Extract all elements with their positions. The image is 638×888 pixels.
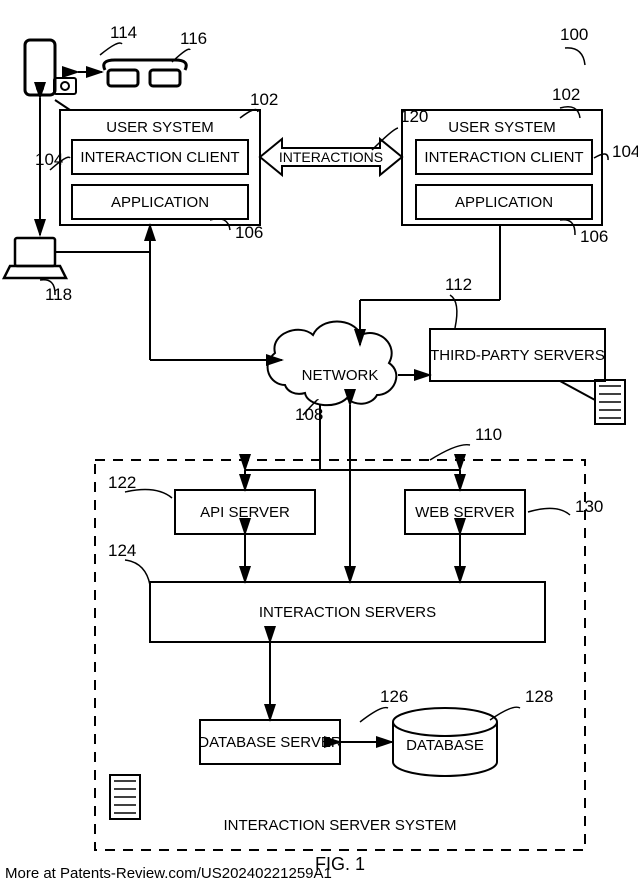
ref-104a: 104 [35, 150, 63, 169]
ref-128: 128 [525, 687, 553, 706]
db-top [393, 708, 497, 736]
label-application_left: APPLICATION [111, 194, 209, 211]
laptop-base [4, 266, 66, 278]
lead-124 [125, 560, 150, 585]
ref-122: 122 [108, 473, 136, 492]
glasses-lens-l [108, 70, 138, 86]
ref-106b: 106 [580, 227, 608, 246]
label-third_party: THIRD-PARTY SERVERS [430, 347, 605, 364]
ref-102b: 102 [552, 85, 580, 104]
ref-118: 118 [45, 285, 72, 304]
label-user_system_left: USER SYSTEM [106, 119, 214, 136]
lead-106b [560, 220, 575, 235]
laptop-screen [15, 238, 55, 266]
ref-116: 116 [180, 29, 207, 48]
label-api_server: API SERVER [200, 504, 290, 521]
label-application_right: APPLICATION [455, 194, 553, 211]
ref-112: 112 [445, 275, 472, 294]
link-camera-usersys [55, 100, 70, 110]
ref-110: 110 [475, 425, 502, 444]
label-database_server: DATABASE SERVER [198, 734, 342, 751]
footer-text: More at Patents-Review.com/US20240221259… [5, 865, 332, 882]
ref-126: 126 [380, 687, 408, 706]
label-web_server: WEB SERVER [415, 504, 515, 521]
label-user_system_right: USER SYSTEM [448, 119, 556, 136]
link-3p-server [560, 381, 595, 400]
ref-114: 114 [110, 23, 137, 42]
ref-102a: 102 [250, 90, 278, 109]
fig-label: FIG. 1 [315, 854, 365, 874]
smartphone-button [37, 85, 43, 91]
label-database: DATABASE [406, 737, 484, 754]
network-cloud [268, 322, 397, 406]
lead-110 [430, 445, 470, 460]
label-network: NETWORK [302, 367, 379, 384]
lead-114 [100, 43, 122, 55]
label-interaction_client_left: INTERACTION CLIENT [80, 149, 239, 166]
glasses-lens-r [150, 70, 180, 86]
camera-lens [61, 82, 69, 90]
lead-102b [560, 107, 580, 118]
lead-126 [360, 708, 388, 722]
ref-104b: 104 [612, 142, 638, 161]
label-server_system: INTERACTION SERVER SYSTEM [223, 817, 456, 834]
label-interaction_client_right: INTERACTION CLIENT [424, 149, 583, 166]
lead-130 [528, 508, 570, 515]
ref-130: 130 [575, 497, 603, 516]
ref-100: 100 [560, 25, 588, 44]
label-interactions: INTERACTIONS [279, 149, 383, 165]
ref-120: 120 [400, 107, 428, 126]
ref-106a: 106 [235, 223, 263, 242]
ref-124: 124 [108, 541, 136, 560]
camera-icon [54, 78, 76, 94]
label-interaction_servers: INTERACTION SERVERS [259, 604, 436, 621]
lead-122 [125, 490, 172, 498]
lead-100 [565, 48, 585, 65]
smartphone-icon [25, 40, 55, 95]
